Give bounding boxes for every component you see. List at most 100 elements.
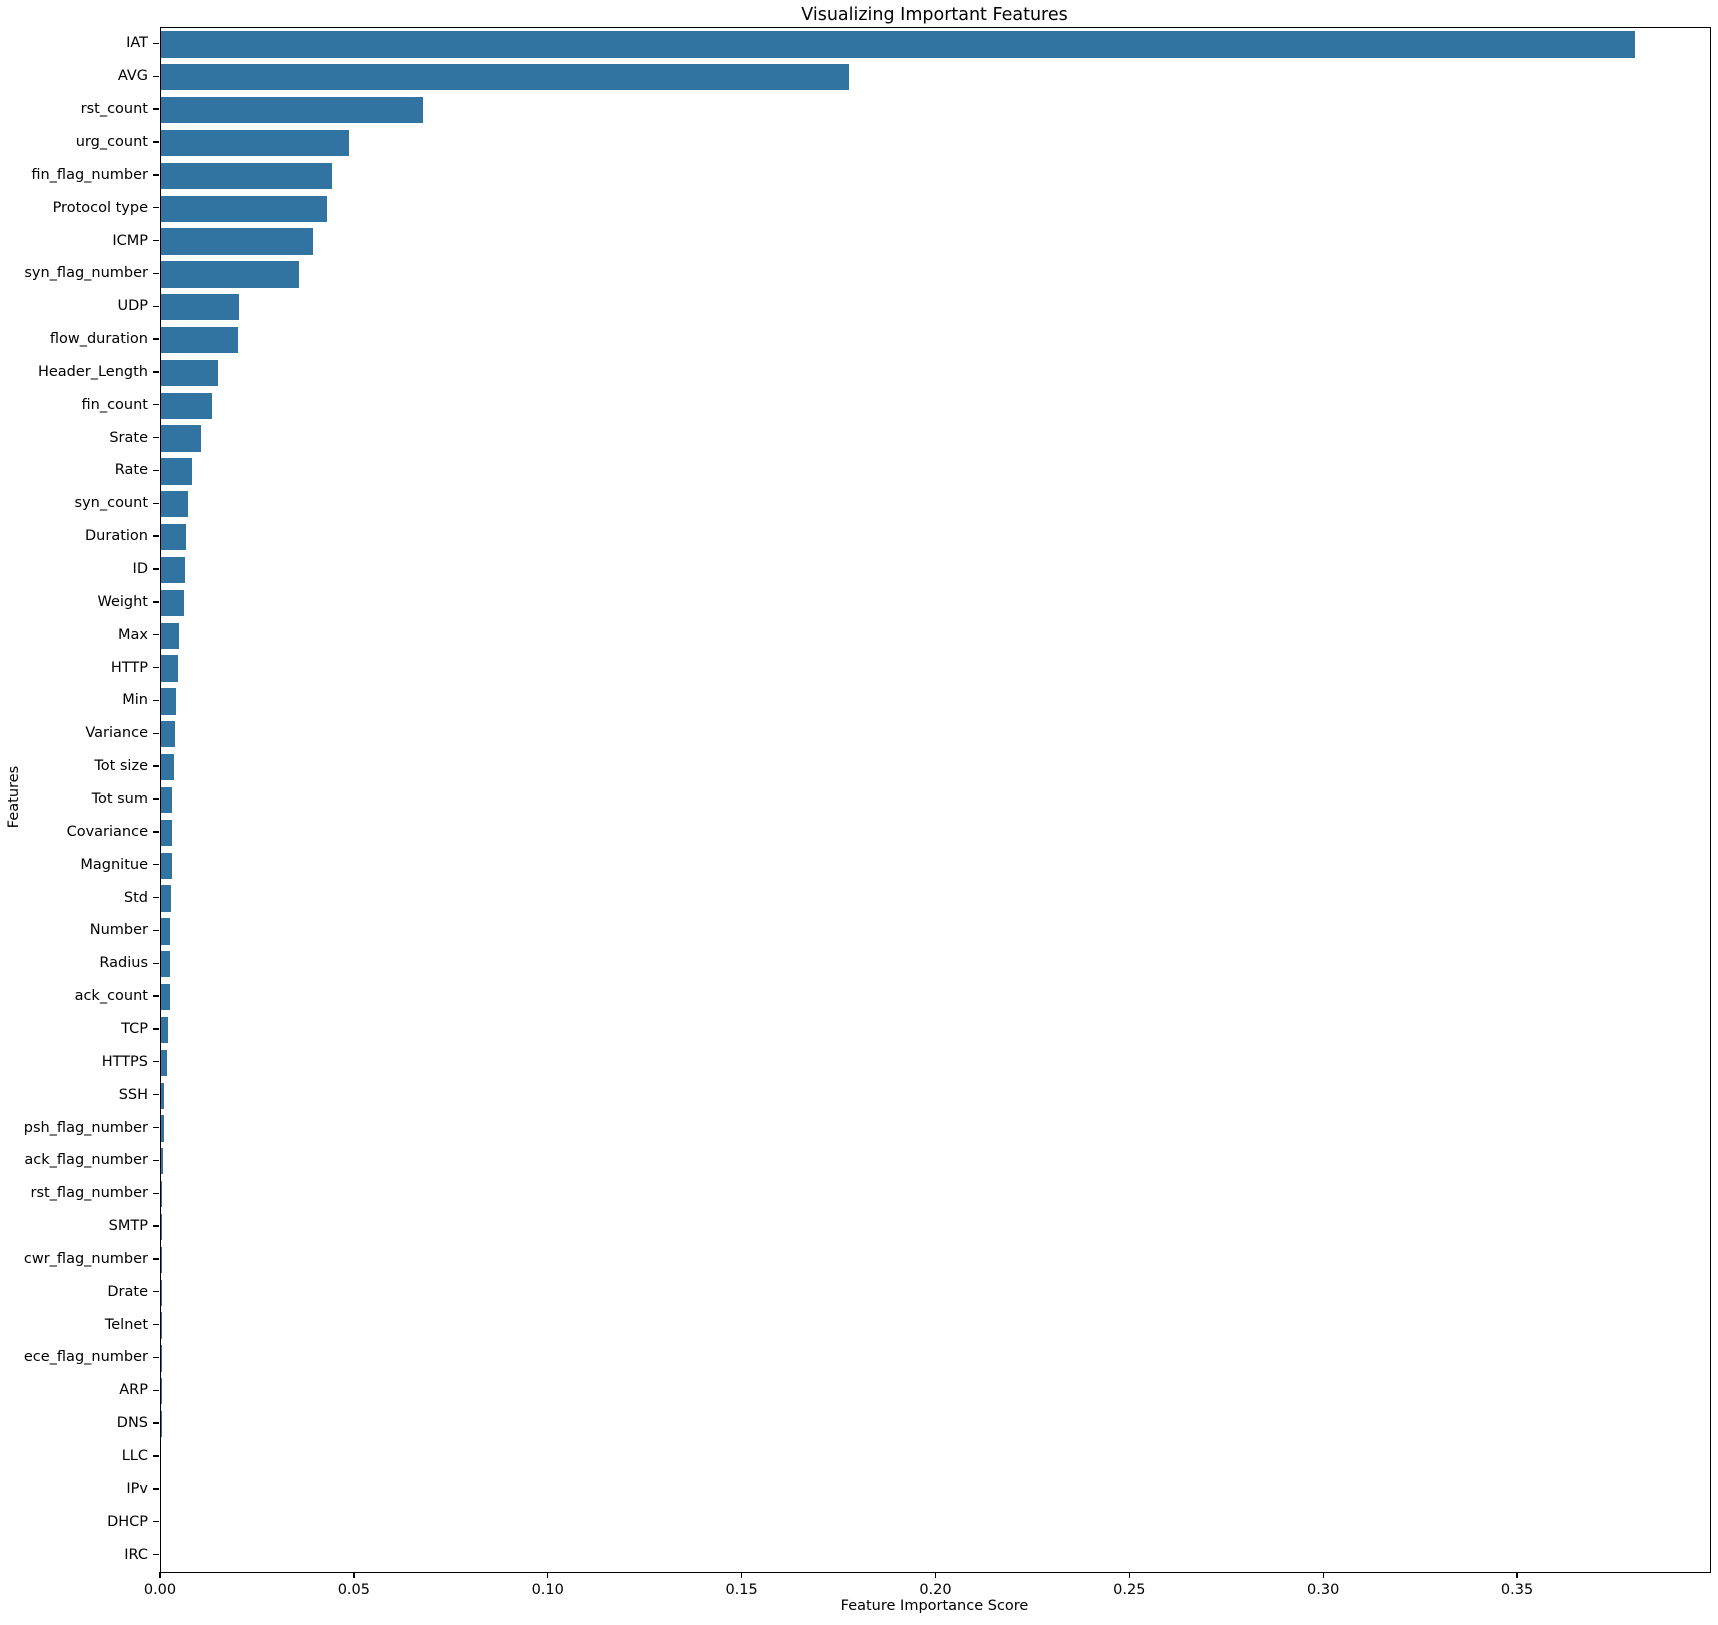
y-tick-mark bbox=[153, 765, 159, 767]
bar bbox=[161, 852, 172, 879]
bar bbox=[161, 1082, 165, 1109]
bar bbox=[161, 819, 173, 846]
y-tick-label: syn_flag_number bbox=[24, 265, 148, 282]
y-tick-mark bbox=[153, 141, 159, 143]
y-tick-mark bbox=[153, 896, 159, 899]
y-tick-mark bbox=[153, 469, 159, 472]
y-tick-mark bbox=[153, 1455, 159, 1457]
bar bbox=[161, 1049, 168, 1076]
y-tick-mark bbox=[153, 864, 159, 866]
y-tick-label: psh_flag_number bbox=[23, 1119, 148, 1136]
x-tick-mark bbox=[547, 1572, 549, 1579]
y-tick-label: Covariance bbox=[66, 823, 148, 840]
y-tick-label: Radius bbox=[99, 955, 148, 972]
y-tick-label: ece_flag_number bbox=[23, 1349, 148, 1366]
y-tick-mark bbox=[153, 1258, 159, 1260]
bar bbox=[161, 326, 239, 354]
y-tick-label: Duration bbox=[85, 528, 148, 545]
y-tick-label: Header_Length bbox=[37, 363, 148, 380]
y-tick-mark bbox=[153, 568, 159, 570]
y-tick-mark bbox=[153, 995, 159, 997]
y-tick-label: Weight bbox=[97, 593, 148, 610]
y-tick-label: IPv bbox=[126, 1480, 148, 1497]
bar bbox=[161, 96, 424, 124]
y-tick-mark bbox=[153, 732, 159, 734]
y-tick-label: Srate bbox=[109, 429, 148, 446]
y-tick-mark bbox=[153, 798, 159, 800]
y-tick-mark bbox=[153, 1159, 159, 1162]
y-tick-mark bbox=[153, 1553, 159, 1556]
y-tick-mark bbox=[153, 42, 159, 45]
y-tick-label: Number bbox=[89, 922, 148, 939]
bar bbox=[161, 951, 170, 978]
y-tick-mark bbox=[153, 962, 159, 964]
x-tick-label: 0.10 bbox=[531, 1582, 564, 1598]
y-tick-mark bbox=[153, 1323, 159, 1326]
y-tick-mark bbox=[153, 666, 159, 669]
y-tick-label: UDP bbox=[117, 298, 148, 315]
x-tick-label: 0.30 bbox=[1307, 1582, 1340, 1598]
plot-area bbox=[160, 27, 1711, 1573]
y-tick-label: ack_count bbox=[74, 988, 148, 1005]
y-tick-label: Protocol type bbox=[52, 199, 148, 216]
y-tick-mark bbox=[153, 601, 159, 603]
bar bbox=[161, 31, 1636, 58]
bar bbox=[161, 195, 328, 222]
y-tick-label: IRC bbox=[124, 1546, 148, 1563]
y-tick-mark bbox=[153, 1291, 159, 1293]
bar bbox=[161, 1279, 162, 1306]
y-tick-label: flow_duration bbox=[49, 331, 148, 348]
y-tick-mark bbox=[153, 699, 159, 702]
y-tick-mark bbox=[153, 75, 159, 77]
bar bbox=[161, 885, 172, 912]
bar bbox=[161, 261, 299, 288]
x-tick-mark bbox=[1128, 1572, 1131, 1579]
y-tick-label: Min bbox=[122, 692, 148, 709]
y-tick-mark bbox=[153, 1061, 159, 1063]
y-tick-label: Drate bbox=[107, 1283, 148, 1300]
bar bbox=[161, 129, 349, 157]
bar bbox=[161, 1148, 163, 1175]
y-tick-mark bbox=[153, 831, 159, 833]
y-tick-label: AVG bbox=[117, 68, 148, 85]
y-tick-label: HTTPS bbox=[101, 1053, 148, 1070]
y-tick-label: syn_count bbox=[74, 495, 148, 512]
y-tick-label: Tot sum bbox=[91, 791, 148, 807]
x-tick-mark bbox=[1516, 1572, 1518, 1579]
y-tick-label: Magnitue bbox=[80, 856, 148, 873]
bar bbox=[161, 425, 201, 452]
y-tick-label: fin_count bbox=[81, 396, 148, 413]
x-tick-mark bbox=[934, 1572, 937, 1579]
chart-title: Visualizing Important Features bbox=[801, 5, 1068, 25]
y-tick-mark bbox=[153, 1225, 159, 1227]
bar bbox=[161, 162, 332, 189]
y-tick-mark bbox=[153, 272, 159, 275]
y-tick-label: HTTP bbox=[110, 659, 148, 676]
bar bbox=[161, 1016, 169, 1044]
bar bbox=[161, 1246, 162, 1274]
y-tick-mark bbox=[153, 371, 159, 373]
y-tick-mark bbox=[153, 1093, 159, 1096]
y-tick-label: rst_count bbox=[80, 101, 148, 118]
bar bbox=[161, 359, 219, 387]
y-tick-label: Telnet bbox=[104, 1316, 148, 1333]
y-tick-mark bbox=[153, 1356, 159, 1359]
x-tick-mark bbox=[353, 1572, 355, 1579]
y-tick-mark bbox=[153, 108, 159, 110]
bar bbox=[161, 228, 313, 255]
bar bbox=[161, 392, 213, 419]
y-tick-label: SSH bbox=[118, 1086, 148, 1103]
y-tick-label: Tot size bbox=[94, 758, 148, 775]
bar bbox=[161, 1213, 163, 1241]
y-tick-mark bbox=[153, 1192, 159, 1194]
bar bbox=[161, 983, 170, 1011]
y-tick-label: ID bbox=[132, 561, 148, 578]
y-tick-mark bbox=[153, 634, 159, 636]
y-tick-mark bbox=[153, 1389, 159, 1391]
y-tick-mark bbox=[153, 1126, 159, 1129]
x-tick-label: 0.20 bbox=[919, 1582, 952, 1598]
y-tick-mark bbox=[153, 305, 159, 307]
y-tick-label: fin_flag_number bbox=[31, 166, 148, 183]
x-tick-label: 0.25 bbox=[1113, 1582, 1146, 1598]
